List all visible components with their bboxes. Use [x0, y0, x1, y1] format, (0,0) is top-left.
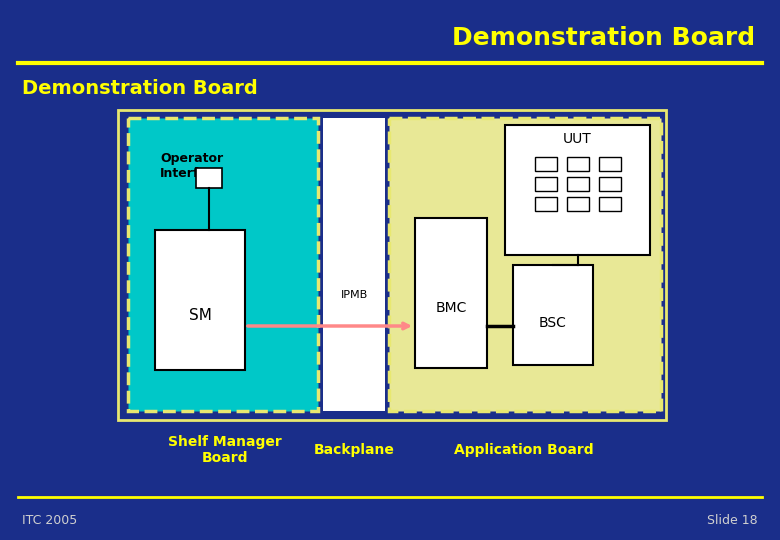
Bar	[155, 230, 245, 370]
Text: SM: SM	[189, 307, 211, 322]
Bar	[598, 197, 621, 211]
Text: Demonstration Board: Demonstration Board	[452, 26, 755, 50]
Bar	[196, 168, 222, 188]
Bar	[534, 177, 556, 191]
Bar	[505, 125, 650, 255]
Text: Application Board: Application Board	[454, 443, 594, 457]
Bar	[566, 197, 588, 211]
Bar	[323, 118, 385, 411]
Bar	[415, 218, 487, 368]
Bar	[513, 265, 593, 365]
Bar	[534, 157, 556, 171]
Text: BMC: BMC	[435, 301, 466, 315]
Bar	[566, 157, 588, 171]
Text: Slide 18: Slide 18	[707, 514, 758, 526]
Text: ITC 2005: ITC 2005	[22, 514, 77, 526]
Bar	[566, 177, 588, 191]
Text: Shelf Manager
Board: Shelf Manager Board	[168, 435, 282, 465]
Text: IPMB: IPMB	[340, 290, 367, 300]
Bar	[128, 118, 318, 411]
Bar	[598, 177, 621, 191]
Text: Operator
Interface: Operator Interface	[160, 152, 224, 180]
Bar	[389, 118, 661, 411]
Bar	[534, 197, 556, 211]
Text: Demonstration Board: Demonstration Board	[22, 78, 257, 98]
Text: Backplane: Backplane	[314, 443, 395, 457]
Bar	[118, 110, 666, 420]
Bar	[598, 157, 621, 171]
Text: BSC: BSC	[539, 316, 567, 330]
Text: UUT: UUT	[563, 132, 592, 146]
